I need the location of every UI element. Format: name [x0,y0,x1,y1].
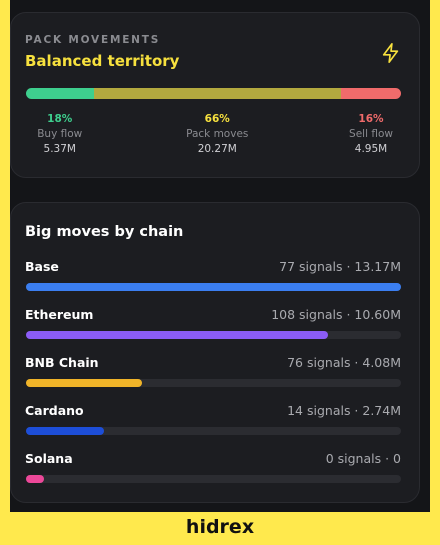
chain-track [26,427,401,435]
chain-bar [26,427,105,435]
chain-track [26,379,401,387]
flow-percent: 16% [358,113,384,125]
flow-label: Pack moves [186,128,249,140]
chain-name: BNB Chain [25,355,99,370]
flow-label: Sell flow [349,128,393,140]
chains-card [10,202,420,503]
chain-stats: 76 signals · 4.08M [287,355,401,370]
chain-stats: 77 signals · 13.17M [279,259,401,274]
flow-amount: 5.37M [43,143,76,155]
flow-stat: 66% Pack moves 20.27M [157,113,277,155]
flow-stat: 16% Sell flow 4.95M [311,113,431,155]
chain-stats: 108 signals · 10.60M [271,307,401,322]
chain-name: Ethereum [25,307,94,322]
bolt-icon[interactable] [380,42,402,64]
flow-amount: 20.27M [197,143,237,155]
flow-amount: 4.95M [354,143,388,155]
chain-stats: 14 signals · 2.74M [287,403,401,418]
chains-title: Big moves by chain [25,224,184,240]
flow-segment [341,88,401,99]
flow-percent: 18% [47,113,73,125]
chain-name: Solana [25,451,73,466]
eyebrow: PACK MOVEMENTS [25,34,161,46]
flow-percent: 66% [204,113,230,125]
flow-bar [26,88,401,99]
chain-bar [26,475,44,483]
chain-track [26,283,401,291]
chain-bar [26,331,328,339]
chain-bar [26,283,401,291]
flow-segment [93,88,341,99]
chain-track [26,475,401,483]
flow-segment [26,88,94,99]
flow-stat: 18% Buy flow 5.37M [0,113,120,155]
chain-track [26,331,401,339]
flow-label: Buy flow [37,128,83,140]
chain-name: Cardano [25,403,84,418]
chain-stats: 0 signals · 0 [325,451,401,466]
title: Balanced territory [25,52,180,70]
panel: PACK MOVEMENTS Balanced territory Big mo… [10,0,430,512]
chain-name: Base [25,259,59,274]
brand: hidrex [185,516,255,538]
chain-bar [26,379,143,387]
